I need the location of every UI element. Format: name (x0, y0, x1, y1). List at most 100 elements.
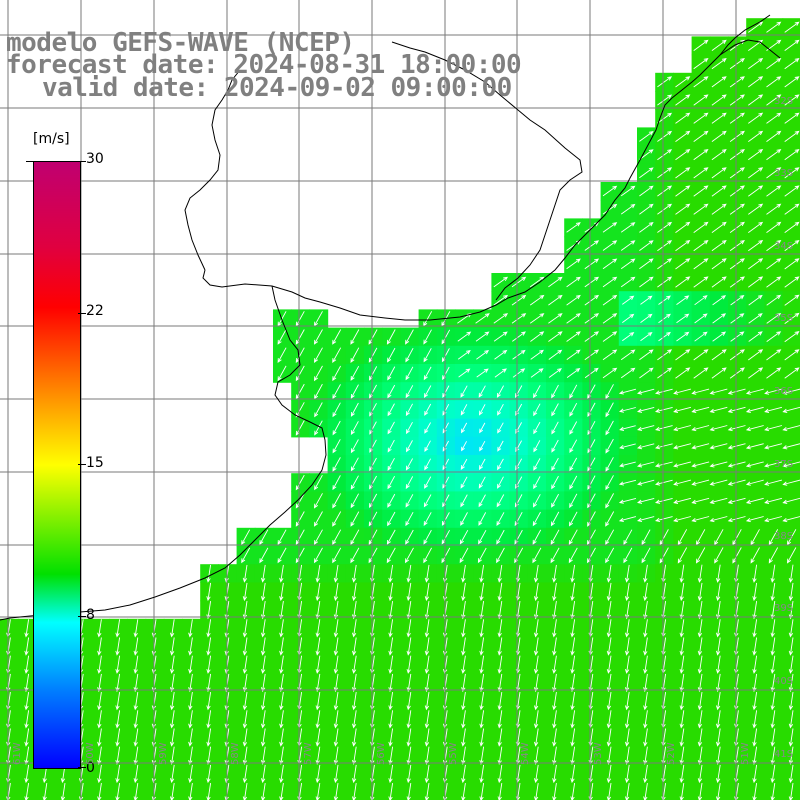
wind-arrow (188, 692, 193, 711)
wind-arrow (260, 764, 266, 784)
wind-arrow (405, 329, 414, 345)
wind-arrow (551, 439, 559, 453)
wind-arrow (606, 564, 612, 583)
wind-arrow (551, 457, 559, 472)
wind-arrow (709, 516, 728, 523)
wind-arrow (333, 728, 339, 747)
wind-arrow (279, 564, 284, 583)
wind-arrow (133, 746, 139, 765)
wind-arrow (673, 516, 692, 523)
wind-arrow (497, 692, 503, 711)
wind-arrow (424, 783, 430, 800)
wind-arrow (279, 619, 284, 638)
wind-arrow (461, 673, 466, 693)
wind-arrow (496, 547, 505, 564)
wind-arrow (552, 692, 557, 711)
wind-arrow (766, 57, 782, 70)
wind-arrow (386, 547, 396, 564)
wind-arrow (424, 692, 430, 711)
wind-arrow (697, 601, 703, 620)
wind-arrow (259, 547, 269, 564)
wind-arrow (570, 582, 576, 602)
wind-arrow (42, 783, 48, 800)
colorbar-tick (26, 161, 34, 162)
wind-arrow (406, 582, 412, 602)
wind-arrow (479, 564, 485, 583)
wind-arrow (584, 276, 600, 288)
wind-arrow (782, 497, 800, 504)
wind-arrow (387, 511, 396, 527)
wind-arrow (497, 476, 504, 489)
wind-arrow (602, 313, 618, 324)
wind-arrow (350, 347, 360, 364)
wind-arrow (693, 94, 709, 106)
wind-arrow (351, 637, 357, 656)
wind-arrow (242, 764, 248, 784)
wind-arrow (405, 458, 413, 471)
wind-arrow (715, 564, 721, 583)
wind-arrow (569, 402, 578, 417)
wind-arrow (388, 692, 394, 711)
wind-arrow (530, 368, 544, 378)
wind-arrow (533, 673, 539, 693)
wind-arrow (766, 21, 782, 33)
wind-arrow (479, 637, 485, 656)
wind-arrow (697, 710, 703, 729)
wind-arrow (314, 329, 323, 345)
wind-arrow (711, 239, 727, 252)
wind-arrow (766, 112, 782, 124)
wind-arrow (766, 203, 782, 215)
wind-arrow (388, 746, 394, 765)
wind-arrow (729, 349, 745, 361)
wind-arrow (115, 692, 121, 711)
wind-arrow (566, 276, 581, 288)
wind-arrow (709, 461, 728, 468)
wind-arrow (242, 692, 248, 711)
wind-arrow (676, 331, 690, 342)
wind-arrow (745, 479, 764, 486)
lon-label: 54W (520, 742, 531, 765)
wind-arrow (497, 458, 504, 471)
wind-arrow (657, 149, 673, 161)
wind-arrow (478, 385, 486, 398)
wind-arrow (188, 619, 193, 638)
wind-arrow (387, 493, 396, 508)
wind-arrow (461, 655, 466, 674)
wind-arrow (729, 221, 745, 233)
wind-arrow (788, 673, 794, 693)
wind-arrow (636, 406, 655, 413)
wind-arrow (206, 582, 212, 602)
wind-arrow (784, 312, 800, 324)
wind-arrow (624, 783, 630, 800)
wind-arrow (333, 673, 339, 693)
wind-arrow (332, 420, 341, 436)
lat-label: 37S (774, 459, 794, 470)
wind-arrow (605, 438, 614, 454)
wind-arrow (639, 240, 654, 251)
wind-arrow (697, 783, 703, 800)
wind-arrow (654, 388, 673, 395)
wind-arrow (206, 564, 212, 583)
wind-arrow (477, 547, 487, 564)
wind-arrow (766, 312, 782, 324)
wind-arrow (606, 601, 612, 620)
wind-arrow (624, 564, 630, 583)
lon-label: 60W (85, 742, 96, 765)
wind-arrow (423, 348, 432, 363)
wind-arrow (622, 313, 635, 323)
wind-arrow (711, 130, 727, 142)
wind-arrow (711, 367, 727, 379)
wind-arrow (406, 783, 412, 800)
wind-arrow (770, 746, 776, 765)
wind-arrow (277, 365, 287, 382)
wind-arrow (478, 476, 486, 489)
wind-arrow (657, 367, 673, 379)
wind-arrow (533, 746, 539, 765)
wind-arrow (494, 349, 508, 360)
wind-arrow (351, 582, 357, 602)
wind-arrow (388, 637, 394, 656)
wind-arrow (566, 349, 581, 360)
wind-arrow (654, 479, 673, 486)
wind-arrow (315, 746, 321, 765)
